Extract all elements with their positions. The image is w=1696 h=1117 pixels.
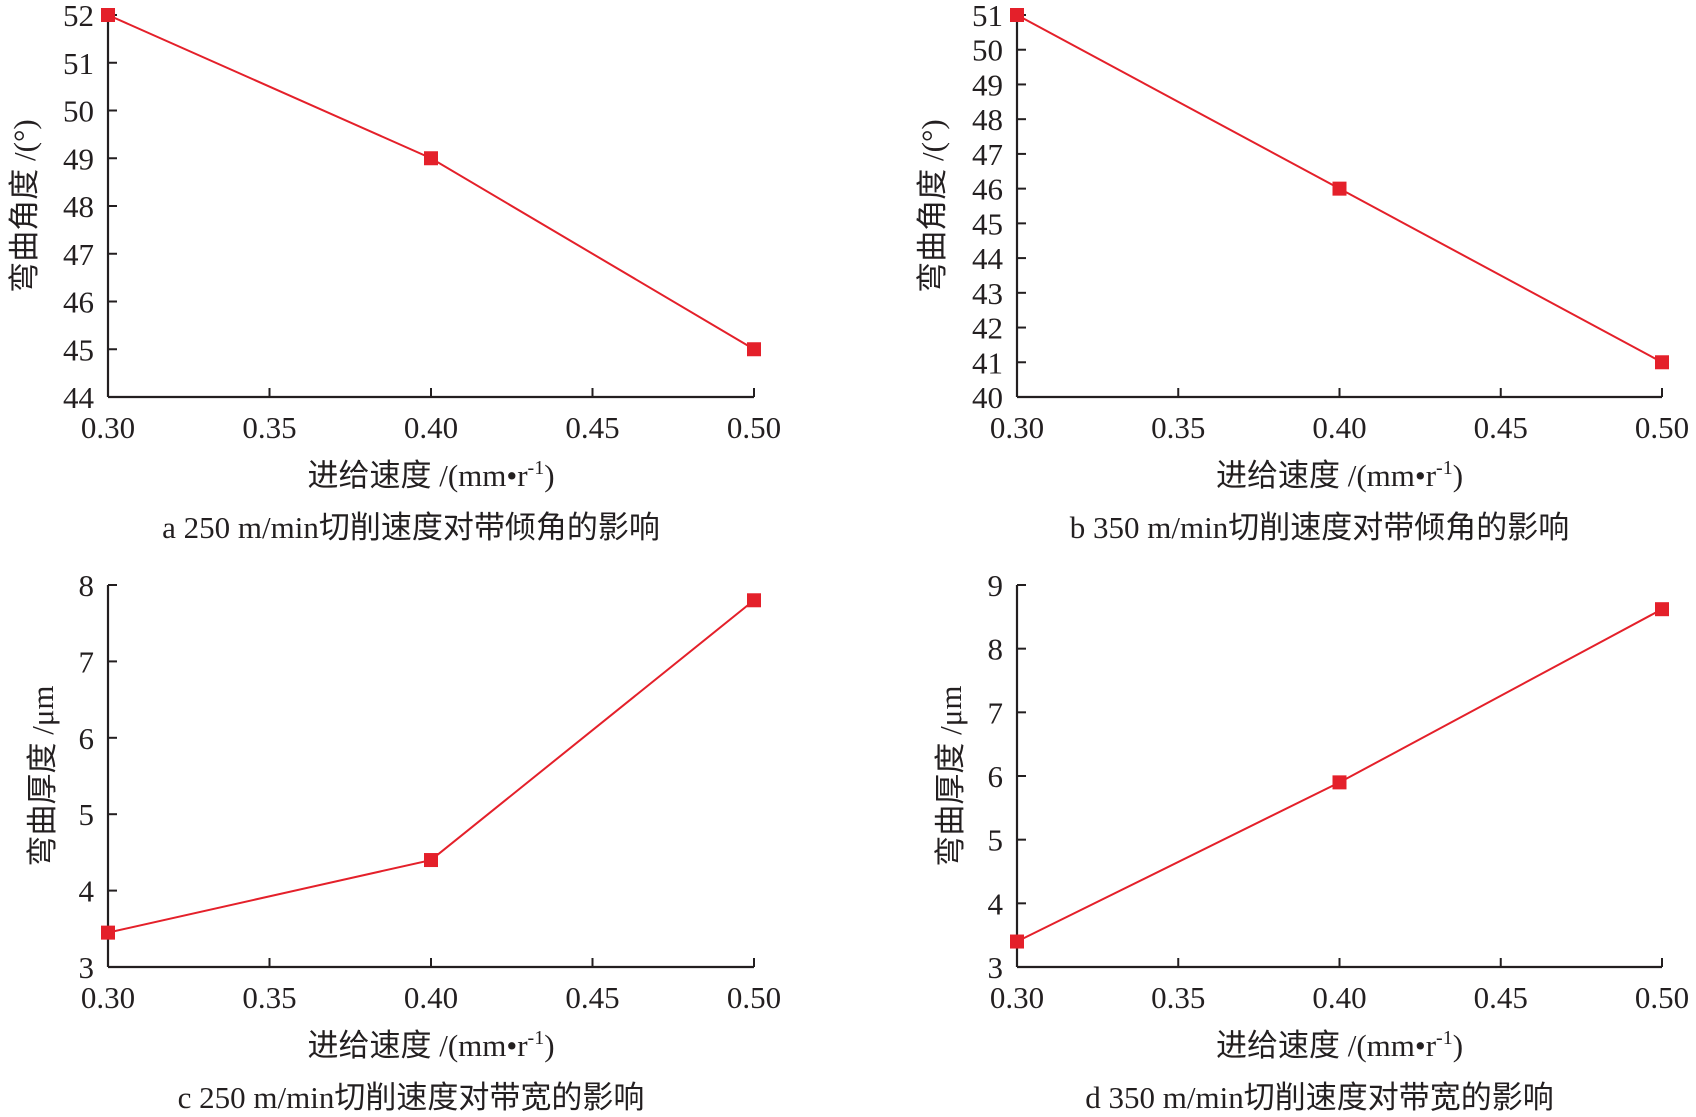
- x-tick-label: 0.30: [990, 980, 1044, 1015]
- chart-caption: c 250 m/min切削速度对带宽的影响: [178, 1080, 645, 1115]
- y-tick-label: 40: [972, 380, 1003, 415]
- chart-panel-b: 0.30 0.35 0.40 0.45 0.50 40414243444546474849…: [915, 0, 1689, 545]
- y-tick-label: 45: [63, 332, 94, 367]
- x-tick-label: 0.40: [404, 980, 458, 1015]
- data-point: [1655, 355, 1669, 370]
- y-tick-label: 5: [988, 823, 1004, 858]
- x-tick-label: 0.45: [1474, 410, 1528, 445]
- y-tick-label: 50: [972, 33, 1003, 68]
- y-tick-label: 48: [972, 102, 1003, 137]
- y-tick-label: 49: [63, 141, 94, 176]
- y-tick-label: 47: [63, 237, 94, 272]
- x-axis-label-end: ): [544, 458, 554, 493]
- data-point: [1655, 602, 1669, 617]
- y-tick-label: 44: [63, 380, 95, 415]
- x-tick-label: 0.45: [565, 980, 619, 1015]
- x-axis-label-main: 进给速度 /(mm•r: [1216, 1028, 1437, 1063]
- y-tick-label: 49: [972, 67, 1003, 102]
- x-tick-label: 0.35: [242, 410, 296, 445]
- y-tick-label: 5: [79, 797, 95, 832]
- series-line: [1016, 608, 1663, 943]
- data-point: [747, 593, 761, 608]
- data-point: [1010, 934, 1024, 949]
- x-axis-label-end: ): [1453, 458, 1463, 493]
- chart-panel-d: 0.30 0.35 0.40 0.45 0.50 3 4 5 6 7 8 9 弯曲厚度 /μm 进给速度 …: [933, 568, 1689, 1115]
- y-tick-label: 9: [988, 568, 1004, 603]
- chart-panel-c: 0.30 0.35 0.40 0.45 0.50 3 4 5 6 7 8 弯曲厚度 /μm 进给速度 /…: [25, 568, 781, 1115]
- x-axis-label-main: 进给速度 /(mm•r: [307, 458, 528, 493]
- x-tick-label: 0.50: [727, 410, 781, 445]
- y-tick-label: 6: [988, 759, 1004, 794]
- x-tick-label: 0.30: [81, 980, 135, 1015]
- chart-caption: b 350 m/min切削速度对带倾角的影响: [1070, 510, 1569, 545]
- x-axis-label-end: ): [544, 1028, 554, 1063]
- y-tick-label: 42: [972, 311, 1003, 346]
- y-axis-label: 弯曲厚度 /μm: [933, 685, 968, 866]
- x-axis-label-main: 进给速度 /(mm•r: [307, 1028, 528, 1063]
- data-point: [101, 8, 115, 22]
- chart-panel-a: 0.30 0.35 0.40 0.45 0.50 44 45 46 47 48 49 50 51 52 弯曲…: [7, 0, 781, 545]
- data-point: [1010, 8, 1024, 22]
- x-axis-label-superscript: -1: [1436, 1027, 1453, 1049]
- y-tick-label: 50: [63, 94, 94, 129]
- y-tick-label: 51: [972, 0, 1003, 33]
- x-axis-label-superscript: -1: [1436, 457, 1453, 479]
- x-tick-label: 0.40: [1312, 410, 1366, 445]
- y-tick-label: 8: [988, 632, 1004, 667]
- x-tick-label: 0.35: [1151, 410, 1205, 445]
- x-tick-label: 0.50: [1635, 410, 1689, 445]
- y-axis-label: 弯曲角度 /(°): [915, 119, 950, 292]
- series-line: [107, 599, 755, 934]
- y-tick-label: 48: [63, 189, 94, 224]
- x-tick-label: 0.50: [1635, 980, 1689, 1015]
- y-tick-label: 47: [972, 137, 1003, 172]
- x-axis-label: 进给速度 /(mm•r-1): [1216, 457, 1463, 493]
- y-tick-label: 52: [63, 0, 94, 33]
- y-tick-label: 43: [972, 276, 1003, 311]
- x-tick-label: 0.30: [990, 410, 1044, 445]
- y-tick-label: 45: [972, 206, 1003, 241]
- x-tick-label: 0.30: [81, 410, 135, 445]
- data-point: [424, 853, 438, 868]
- x-axis-label-main: 进给速度 /(mm•r: [1216, 458, 1437, 493]
- data-point: [101, 925, 115, 940]
- x-tick-label: 0.45: [1474, 980, 1528, 1015]
- y-tick-label: 46: [972, 172, 1003, 207]
- data-point: [747, 342, 761, 357]
- y-axis-label: 弯曲角度 /(°): [7, 119, 42, 292]
- y-tick-label: 7: [988, 695, 1004, 730]
- x-tick-label: 0.45: [565, 410, 619, 445]
- x-tick-label: 0.35: [1151, 980, 1205, 1015]
- x-axis-label-end: ): [1453, 1028, 1463, 1063]
- x-axis-label: 进给速度 /(mm•r-1): [307, 1027, 554, 1063]
- y-tick-label: 6: [79, 721, 95, 756]
- y-tick-label: 4: [79, 874, 95, 909]
- x-axis-label: 进给速度 /(mm•r-1): [307, 457, 554, 493]
- y-tick-label: 7: [79, 644, 95, 679]
- data-point: [424, 151, 438, 166]
- y-axis-label: 弯曲厚度 /μm: [25, 685, 60, 866]
- x-tick-label: 0.40: [404, 410, 458, 445]
- x-tick-label: 0.40: [1312, 980, 1366, 1015]
- x-tick-label: 0.35: [242, 980, 296, 1015]
- data-point: [1332, 181, 1347, 196]
- series-line: [107, 14, 755, 351]
- y-tick-label: 3: [79, 950, 95, 985]
- x-axis-label-superscript: -1: [528, 457, 545, 479]
- y-tick-label: 8: [79, 568, 95, 603]
- y-tick-label: 4: [988, 886, 1004, 921]
- x-axis-label-superscript: -1: [528, 1027, 545, 1049]
- y-tick-label: 51: [63, 46, 94, 81]
- chart-caption: d 350 m/min切削速度对带宽的影响: [1085, 1080, 1553, 1115]
- x-tick-label: 0.50: [727, 980, 781, 1015]
- chart-caption: a 250 m/min切削速度对带倾角的影响: [162, 510, 660, 545]
- y-tick-label: 44: [972, 241, 1004, 276]
- y-tick-label: 41: [972, 345, 1003, 380]
- data-point: [1332, 775, 1347, 790]
- y-tick-label: 46: [63, 285, 94, 320]
- y-tick-label: 3: [988, 950, 1004, 985]
- x-axis-label: 进给速度 /(mm•r-1): [1216, 1027, 1463, 1063]
